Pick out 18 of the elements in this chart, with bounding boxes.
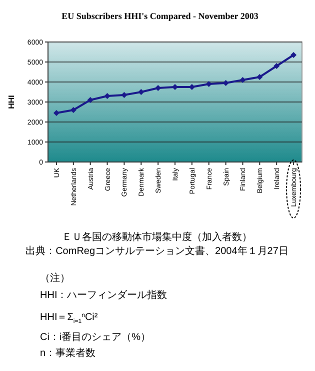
point [87,97,94,103]
text: HHI：ハーフィンダール指数 [40,289,168,301]
chart-title: EU Subscribers HHI's Compared - November 2003 [62,11,259,21]
text: ＥＵ各国の移動体市場集中度（加入者数） [62,231,252,243]
point [121,92,128,98]
text: （注） [40,272,70,284]
y-axis-title: HHI [7,95,16,109]
point [290,52,297,58]
point [274,63,280,69]
point [240,77,246,83]
source-note: 出典：ComRegコンサルテーション文書、2004年１月27日 [26,245,288,257]
point [256,74,263,80]
text: n：事業者数 [40,347,96,359]
point [53,110,60,116]
text: HHI＝Σ$_{i=1}$$^{n}$Ci² [40,312,98,325]
point [104,93,110,99]
point [138,89,144,95]
text: Ci：i番目のシェア（%） [40,331,151,343]
